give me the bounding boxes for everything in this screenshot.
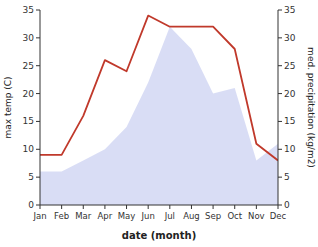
y-tick [36, 177, 40, 178]
x-tick-label: Mar [75, 211, 92, 221]
x-axis-label: date (month) [122, 230, 196, 241]
y-tick [36, 121, 40, 122]
x-tick-label: Dec [270, 211, 287, 221]
y-tick-label: 5 [28, 172, 34, 182]
y2-tick-label: 25 [284, 61, 295, 71]
y-tick [36, 205, 40, 206]
y-tick-label: 25 [23, 61, 34, 71]
y2-tick [278, 93, 282, 94]
y-tick-label: 15 [23, 116, 34, 126]
y2-tick [278, 149, 282, 150]
x-tick-label: Nov [248, 211, 265, 221]
y2-tick [278, 177, 282, 178]
y2-tick-label: 10 [284, 144, 296, 154]
x-tick-label: Jan [32, 211, 46, 221]
y-tick [36, 149, 40, 150]
x-axis-line [40, 205, 278, 206]
y2-tick-label: 0 [284, 200, 290, 210]
temperature-line [40, 16, 278, 161]
x-tick [256, 205, 257, 209]
y2-tick-label: 35 [284, 5, 295, 15]
x-tick [126, 205, 127, 209]
x-tick [83, 205, 84, 209]
y-tick-label: 35 [23, 5, 34, 15]
y2-tick [278, 37, 282, 38]
y-tick-label: 20 [23, 89, 35, 99]
x-tick-label: Apr [98, 211, 113, 221]
y-axis-line [40, 10, 41, 205]
y2-axis-label: med. precipitation (kg/m2) [306, 47, 316, 168]
y2-tick [278, 205, 282, 206]
x-tick [40, 205, 41, 209]
x-tick-label: Jul [164, 211, 175, 221]
x-tick [278, 205, 279, 209]
y2-tick [278, 121, 282, 122]
y-tick-label: 10 [23, 144, 35, 154]
x-tick [169, 205, 170, 209]
y2-tick-label: 15 [284, 116, 295, 126]
y-tick-label: 0 [28, 200, 34, 210]
precipitation-area [40, 27, 278, 205]
chart: 0 5 10 15 20 25 30 35 0 5 10 15 20 25 30 35 Jan Feb Mar Apr… [0, 0, 318, 247]
x-tick-label: May [118, 211, 136, 221]
y2-tick-label: 30 [284, 33, 296, 43]
y2-tick-label: 5 [284, 172, 290, 182]
x-tick [213, 205, 214, 209]
y-tick [36, 65, 40, 66]
y-tick [36, 93, 40, 94]
y-tick-label: 30 [23, 33, 35, 43]
x-tick [104, 205, 105, 209]
x-tick-label: Jun [141, 211, 155, 221]
x-tick [191, 205, 192, 209]
y2-axis-line [278, 10, 279, 205]
x-tick-label: Aug [183, 211, 200, 221]
y-tick [36, 37, 40, 38]
x-tick-label: Feb [54, 211, 69, 221]
y-axis-label: max temp (C) [3, 76, 13, 138]
x-tick [61, 205, 62, 209]
x-tick-label: Sep [205, 211, 221, 221]
y2-tick-label: 20 [284, 89, 296, 99]
x-tick [148, 205, 149, 209]
x-tick [234, 205, 235, 209]
x-tick-label: Oct [227, 211, 242, 221]
y-tick [36, 10, 40, 11]
y2-tick [278, 65, 282, 66]
y2-tick [278, 10, 282, 11]
plot-area [40, 16, 278, 205]
